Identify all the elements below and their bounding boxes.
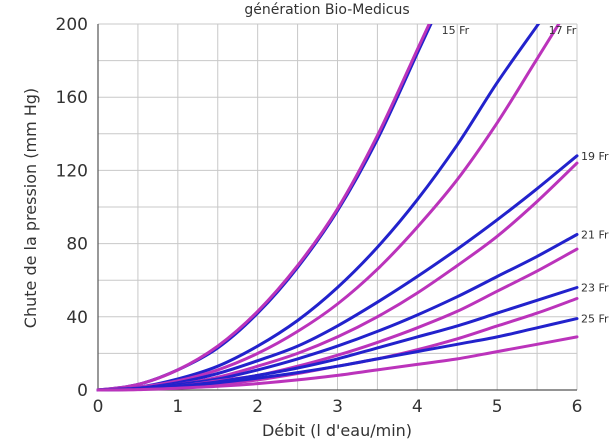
axes xyxy=(97,24,577,391)
series-lines xyxy=(96,24,579,392)
x-tick-label: 6 xyxy=(572,397,583,417)
series-line-25-fr-magenta xyxy=(96,335,579,392)
y-tick-label: 160 xyxy=(56,88,88,108)
series-line-19-fr-blue xyxy=(96,154,579,392)
curve-label: 17 Fr xyxy=(549,24,577,37)
series-line-21-fr-blue xyxy=(96,233,579,392)
x-tick-label: 2 xyxy=(252,397,263,417)
y-tick-label: 200 xyxy=(56,15,88,35)
tick-labels: 0 1 2 3 4 5 6 0 40 80 120 160 200 xyxy=(56,15,583,417)
x-axis-label: Débit (l d'eau/min) xyxy=(262,421,412,440)
series-line-15-fr-magenta xyxy=(96,24,431,392)
curve-label: 21 Fr xyxy=(581,228,609,241)
x-tick-label: 5 xyxy=(492,397,503,417)
y-axis-label: Chute de la pression (mm Hg) xyxy=(21,88,40,328)
curve-label: 23 Fr xyxy=(581,282,609,295)
x-tick-label: 1 xyxy=(172,397,183,417)
y-tick-label: 40 xyxy=(66,308,88,328)
curve-end-labels: 15 Fr 17 Fr 19 Fr 21 Fr 23 Fr 25 Fr xyxy=(442,24,609,326)
y-tick-label: 80 xyxy=(66,235,88,255)
chart-title: génération Bio-Medicus xyxy=(244,2,409,18)
series-line-25-fr-blue xyxy=(96,317,579,392)
curve-label: 25 Fr xyxy=(581,313,609,326)
series-line-17-fr-magenta xyxy=(96,24,561,392)
x-tick-label: 4 xyxy=(412,397,423,417)
curve-label: 15 Fr xyxy=(442,24,470,37)
y-tick-label: 0 xyxy=(77,381,88,401)
series-line-17-fr-blue xyxy=(96,24,541,392)
series-line-15-fr-blue xyxy=(96,24,433,392)
x-tick-label: 0 xyxy=(93,397,104,417)
x-tick-label: 3 xyxy=(332,397,343,417)
curve-label: 19 Fr xyxy=(581,150,609,163)
y-tick-label: 120 xyxy=(56,161,88,181)
